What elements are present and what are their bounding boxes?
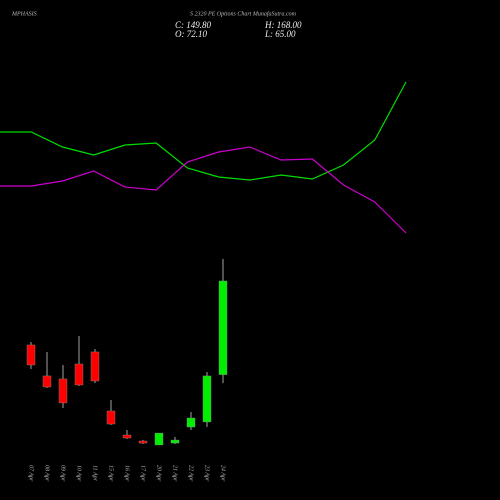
chart-subtitle: S 2320 PE Options Chart MunafaSutra.com xyxy=(190,10,297,17)
x-tick-label: 10 Apr xyxy=(76,465,82,482)
candle-body xyxy=(26,344,36,366)
candle-body xyxy=(42,375,52,388)
candle-body xyxy=(106,410,116,425)
x-tick-label: 11 Apr xyxy=(92,465,98,482)
candle-body xyxy=(90,351,100,382)
candle-body xyxy=(122,434,132,439)
ohlc-label: C: 149.80 xyxy=(175,20,212,30)
indicator-line xyxy=(0,146,407,234)
ohlc-label: L: 65.00 xyxy=(264,29,296,39)
x-tick-label: 07 Apr xyxy=(28,465,34,482)
candle-body xyxy=(58,378,68,404)
candle-body xyxy=(186,417,196,428)
x-tick-label: 16 Apr xyxy=(124,465,130,482)
x-tick-label: 22 Apr xyxy=(188,465,194,482)
x-tick-label: 20 Apr xyxy=(156,465,162,482)
x-tick-label: 17 Apr xyxy=(140,465,146,482)
candle-body xyxy=(202,375,212,423)
x-tick-label: 08 Apr xyxy=(44,465,50,482)
x-tick-label: 15 Apr xyxy=(108,465,114,482)
ohlc-label: O: 72.10 xyxy=(175,29,207,39)
candle-body xyxy=(138,440,148,444)
indicator-line xyxy=(0,81,407,181)
candle-body xyxy=(218,280,228,375)
x-tick-label: 23 Apr xyxy=(204,465,210,482)
x-tick-label: 21 Apr xyxy=(172,465,178,482)
chart-title: MPHASIS xyxy=(11,11,37,17)
ohlc-label: H: 168.00 xyxy=(264,20,302,30)
candle-body xyxy=(74,363,84,386)
candle-body xyxy=(154,432,164,446)
x-tick-label: 24 Apr xyxy=(220,465,227,482)
candle-body xyxy=(170,439,180,444)
x-tick-label: 09 Apr xyxy=(60,465,66,482)
